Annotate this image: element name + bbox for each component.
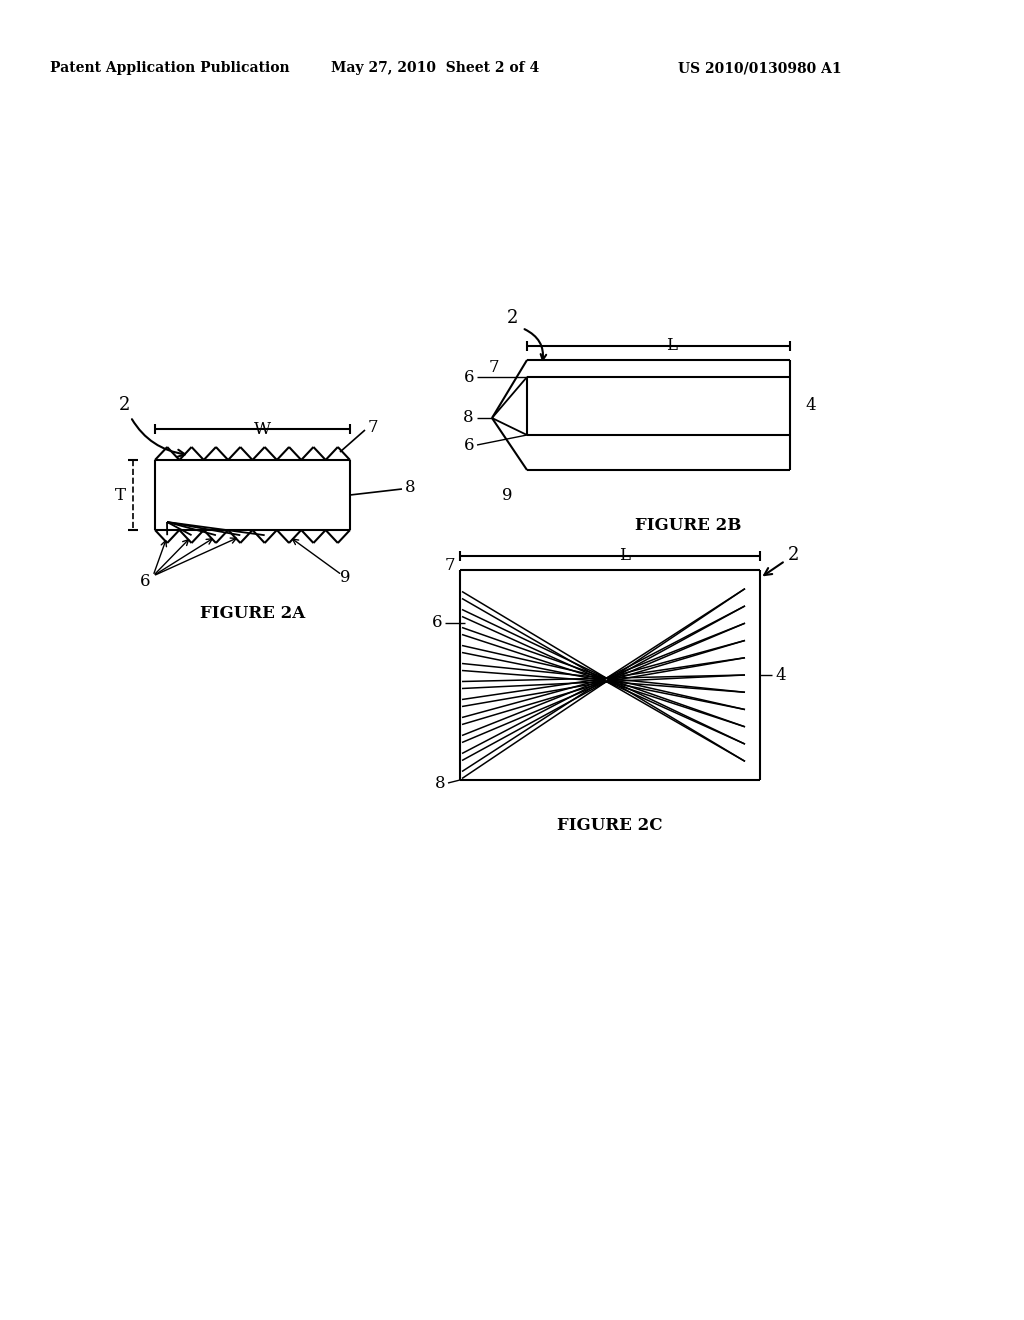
- Text: 2: 2: [120, 396, 185, 457]
- Text: US 2010/0130980 A1: US 2010/0130980 A1: [678, 61, 842, 75]
- Text: FIGURE 2A: FIGURE 2A: [200, 605, 305, 622]
- Text: 4: 4: [775, 667, 785, 684]
- Text: FIGURE 2C: FIGURE 2C: [557, 817, 663, 833]
- Text: 8: 8: [406, 479, 416, 495]
- Text: 4: 4: [805, 397, 816, 414]
- Text: L: L: [667, 338, 677, 355]
- Text: 2: 2: [506, 309, 518, 327]
- Text: 2: 2: [764, 546, 800, 576]
- Text: 7: 7: [368, 418, 379, 436]
- Text: 6: 6: [464, 437, 474, 454]
- Text: Patent Application Publication: Patent Application Publication: [50, 61, 290, 75]
- Text: 8: 8: [464, 409, 474, 426]
- Text: 9: 9: [502, 487, 512, 503]
- Text: 7: 7: [488, 359, 499, 376]
- Text: 7: 7: [444, 557, 455, 574]
- Text: 6: 6: [139, 573, 151, 590]
- Text: 8: 8: [434, 775, 445, 792]
- Text: 9: 9: [340, 569, 350, 586]
- Text: L: L: [620, 548, 631, 565]
- Text: W: W: [254, 421, 270, 437]
- Text: 6: 6: [431, 614, 442, 631]
- Text: T: T: [115, 487, 126, 503]
- Text: 6: 6: [464, 368, 474, 385]
- Text: FIGURE 2B: FIGURE 2B: [635, 516, 741, 533]
- Text: May 27, 2010  Sheet 2 of 4: May 27, 2010 Sheet 2 of 4: [331, 61, 539, 75]
